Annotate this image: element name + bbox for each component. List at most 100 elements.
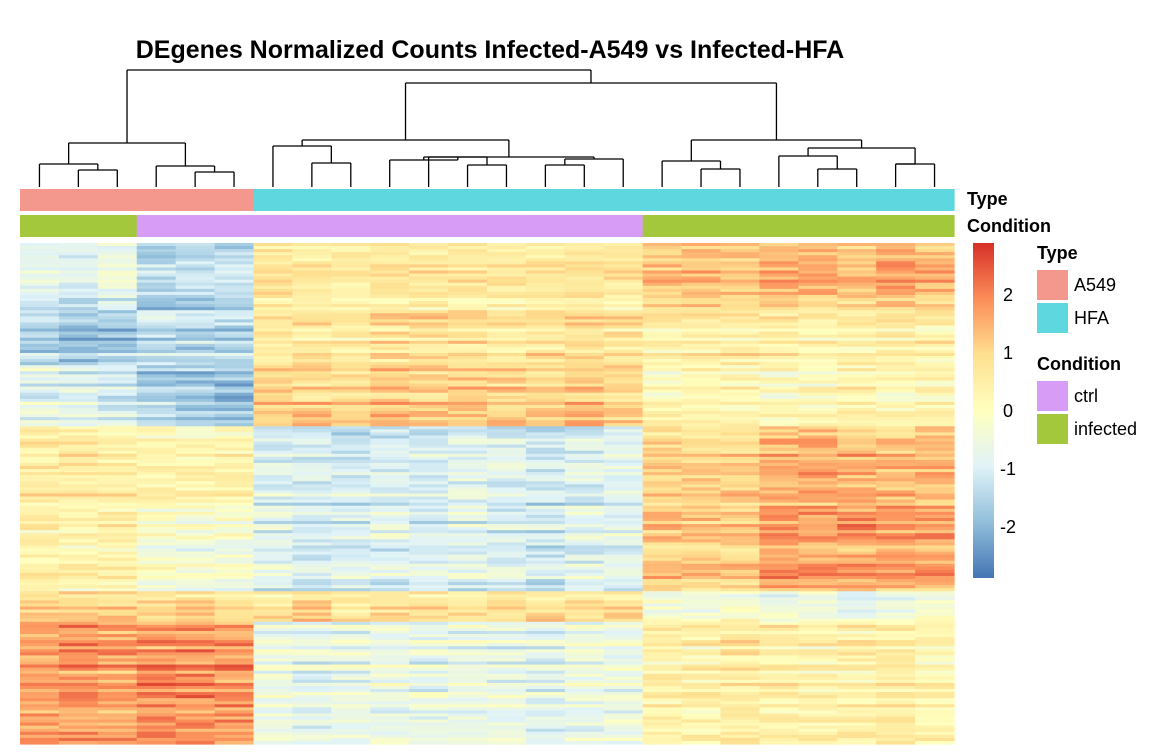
heatmap-cell: [97, 447, 138, 452]
heatmap-cell: [720, 362, 761, 366]
heatmap-cell: [915, 566, 955, 571]
heatmap-cell: [448, 368, 488, 372]
heatmap-cell: [97, 695, 138, 699]
heatmap-cell: [525, 603, 566, 608]
heatmap-cell: [175, 719, 216, 724]
heatmap-cell: [20, 395, 60, 400]
heatmap-cell: [20, 646, 60, 650]
heatmap-cell: [253, 511, 294, 516]
heatmap-cell: [720, 710, 761, 715]
heatmap-cell: [564, 634, 605, 638]
heatmap-cell: [564, 432, 605, 437]
heatmap-cell: [603, 664, 644, 669]
heatmap-cell: [876, 340, 916, 345]
heatmap-cell: [214, 710, 255, 715]
heatmap-cell: [97, 511, 138, 516]
heatmap-cell: [681, 520, 722, 525]
heatmap-cell: [564, 322, 605, 327]
heatmap-cell: [720, 731, 761, 736]
heatmap-cell: [487, 499, 527, 504]
heatmap-cell: [487, 734, 527, 739]
heatmap-cell: [837, 634, 877, 638]
heatmap-cell: [564, 414, 605, 418]
heatmap-cell: [525, 337, 566, 342]
heatmap-cell: [759, 667, 799, 672]
heatmap-cell: [292, 374, 332, 379]
heatmap-cell: [20, 447, 60, 452]
heatmap-cell: [409, 282, 449, 287]
heatmap-cell: [175, 349, 216, 354]
legend-item-infected: infected: [1037, 414, 1137, 444]
heatmap-cell: [487, 313, 527, 317]
heatmap-cell: [331, 249, 371, 253]
heatmap-cell: [58, 566, 99, 571]
heatmap-cell: [97, 270, 138, 275]
heatmap-cell: [448, 377, 488, 382]
heatmap-cell: [525, 356, 566, 360]
heatmap-cell: [331, 362, 371, 366]
heatmap-cell: [253, 661, 294, 666]
type-cell-hfa: [370, 189, 410, 211]
heatmap-cell: [20, 624, 60, 629]
heatmap-cell: [603, 297, 644, 302]
heatmap-cell: [681, 582, 722, 586]
heatmap-cell: [409, 249, 449, 253]
heatmap-cell: [525, 496, 566, 501]
heatmap-cell: [97, 466, 138, 470]
heatmap-cell: [642, 279, 683, 284]
heatmap-cell: [603, 359, 644, 363]
heatmap-cell: [837, 404, 877, 409]
heatmap-cell: [175, 267, 216, 272]
heatmap-cell: [448, 667, 488, 672]
heatmap-cell: [525, 725, 566, 730]
heatmap-cell: [837, 575, 877, 580]
heatmap-cell: [136, 658, 177, 663]
heatmap-cell: [720, 249, 761, 253]
heatmap-cell: [409, 401, 449, 406]
heatmap-cell: [798, 560, 838, 565]
heatmap-cell: [642, 282, 683, 287]
heatmap-cell: [175, 401, 216, 406]
condition-cell-infected: [97, 215, 138, 237]
heatmap-cell: [798, 731, 838, 736]
heatmap-cell: [759, 615, 799, 620]
heatmap-cell: [20, 609, 60, 614]
heatmap-cell: [253, 340, 294, 345]
heatmap-cell: [136, 459, 177, 464]
heatmap-cell: [720, 655, 761, 660]
heatmap-cell: [487, 462, 527, 467]
heatmap-cell: [20, 322, 60, 327]
heatmap-cell: [720, 591, 761, 595]
heatmap-cell: [175, 603, 216, 608]
heatmap-cell: [564, 579, 605, 583]
heatmap-cell: [58, 514, 99, 519]
heatmap-cell: [564, 475, 605, 479]
heatmap-cell: [603, 401, 644, 406]
heatmap-cell: [798, 719, 838, 724]
heatmap-cell: [331, 542, 371, 547]
heatmap-cell: [876, 713, 916, 718]
heatmap-cell: [564, 285, 605, 290]
heatmap-cell: [292, 362, 332, 366]
heatmap-cell: [837, 475, 877, 479]
heatmap-cell: [798, 542, 838, 547]
heatmap-cell: [97, 692, 138, 696]
heatmap-cell: [58, 343, 99, 348]
heatmap-cell: [798, 472, 838, 476]
heatmap-cell: [681, 261, 722, 265]
heatmap-cell: [409, 630, 449, 635]
heatmap-cell: [370, 386, 410, 391]
heatmap-cell: [487, 707, 527, 711]
heatmap-cell: [837, 701, 877, 705]
heatmap-cell: [759, 279, 799, 284]
heatmap-cell: [759, 304, 799, 308]
heatmap-cell: [525, 255, 566, 259]
heatmap-cell: [97, 487, 138, 492]
heatmap-cell: [642, 466, 683, 470]
heatmap-cell: [136, 664, 177, 669]
heatmap-cell: [20, 392, 60, 397]
heatmap-cell: [370, 728, 410, 733]
heatmap-cell: [136, 276, 177, 281]
heatmap-cell: [681, 334, 722, 339]
heatmap-cell: [876, 319, 916, 324]
